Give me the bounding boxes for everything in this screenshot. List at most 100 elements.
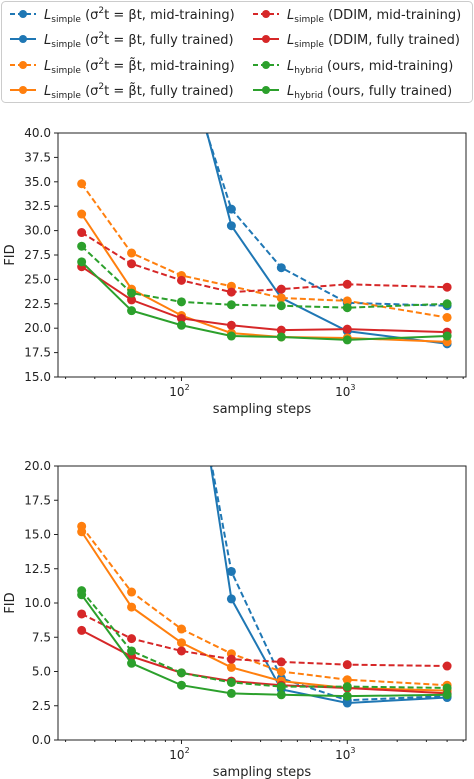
data-point-lhybrid_full: [342, 691, 352, 701]
data-point-lhybrid_mid: [226, 300, 236, 310]
data-point-lsimple_sigma_beta_mid: [226, 566, 236, 576]
data-point-lhybrid_full: [442, 690, 452, 700]
series-line-lsimple_sigma_betatilde_full: [80, 531, 448, 692]
data-point-lhybrid_full: [77, 590, 87, 600]
legend-marker: [19, 61, 27, 69]
data-point-lsimple_ddim_mid: [442, 282, 452, 292]
legend-marker: [262, 86, 270, 94]
plot-area: [77, 133, 452, 349]
legend-item-lsimple_ddim_mid: Lsimple (DDIM, mid-training): [253, 8, 461, 25]
legend-marker: [19, 10, 27, 18]
data-point-lhybrid_full: [342, 335, 352, 345]
data-point-lhybrid_full: [127, 306, 137, 316]
y-tick-label: 30.0: [24, 224, 51, 238]
x-tick-label: 103: [335, 383, 355, 399]
y-tick-label: 20.0: [24, 321, 51, 335]
data-point-lsimple_sigma_betatilde_full: [176, 638, 186, 648]
data-point-lhybrid_full: [276, 332, 286, 342]
data-point-lsimple_sigma_betatilde_full: [127, 602, 137, 612]
data-point-lsimple_ddim_mid: [342, 279, 352, 289]
data-point-lsimple_ddim_mid: [176, 275, 186, 285]
legend-label: Lsimple (σ2t = β̃t, mid-training): [44, 57, 235, 76]
data-point-lsimple_ddim_mid: [127, 259, 137, 269]
y-tick-label: 17.5: [24, 493, 51, 507]
legend-marker: [262, 10, 270, 18]
data-point-lsimple_sigma_betatilde_mid: [77, 179, 87, 189]
data-point-lhybrid_mid: [276, 301, 286, 311]
x-axis-label: sampling steps: [213, 765, 312, 779]
data-point-lsimple_sigma_betatilde_mid: [127, 587, 137, 597]
legend-marker: [19, 86, 27, 94]
legend-item-lhybrid_full: Lhybrid (ours, fully trained): [253, 84, 452, 101]
data-point-lsimple_ddim_full: [127, 295, 137, 305]
legend-label: Lsimple (σ2t = βt, mid-training): [44, 6, 235, 25]
data-point-lhybrid_mid: [127, 646, 137, 656]
data-point-lsimple_sigma_betatilde_mid: [176, 624, 186, 634]
data-point-lsimple_ddim_mid: [342, 660, 352, 670]
data-point-lsimple_ddim_mid: [276, 284, 286, 294]
data-point-lsimple_ddim_mid: [127, 634, 137, 644]
data-point-lhybrid_mid: [226, 677, 236, 687]
data-point-lhybrid_mid: [442, 683, 452, 693]
legend-item-lsimple_sigma_betatilde_mid: Lsimple (σ2t = β̃t, mid-training): [10, 57, 235, 76]
legend-label: Lhybrid (ours, fully trained): [287, 84, 452, 101]
legend: Lsimple (σ2t = βt, mid-training) Lsimple …: [1, 1, 473, 103]
data-point-lhybrid_mid: [127, 288, 137, 298]
data-point-lsimple_ddim_mid: [226, 287, 236, 297]
legend-item-lsimple_sigma_beta_full: Lsimple (σ2t = βt, fully trained): [10, 31, 234, 50]
data-point-lsimple_sigma_beta_full: [342, 698, 352, 708]
axes-frame: [57, 132, 467, 378]
data-point-lhybrid_full: [127, 658, 137, 668]
data-point-lsimple_sigma_betatilde_full: [77, 527, 87, 537]
data-point-lsimple_ddim_mid: [77, 609, 87, 619]
x-axis-label: sampling steps: [213, 402, 312, 417]
series-line-lsimple_ddim_mid: [81, 231, 448, 294]
data-point-lhybrid_mid: [442, 299, 452, 309]
data-point-lsimple_ddim_mid: [442, 661, 452, 671]
data-point-lsimple_sigma_beta_mid: [276, 263, 286, 273]
y-tick-label: 35.0: [24, 175, 51, 189]
fid-chart-top: 15.0 17.5 20.0 22.5 25.0 27.5 30.0 32.5 35.0 37.5…: [3, 126, 467, 417]
series-line-lsimple_sigma_beta_mid: [210, 466, 448, 702]
data-point-lsimple_sigma_betatilde_mid: [276, 667, 286, 676]
data-point-lhybrid_full: [176, 320, 186, 330]
legend-frame: [1, 1, 473, 103]
data-point-lsimple_sigma_betatilde_full: [226, 662, 236, 672]
y-tick-label: 27.5: [24, 248, 51, 262]
y-tick-label: 5.0: [32, 665, 51, 679]
data-point-lhybrid_full: [276, 690, 286, 700]
data-point-lsimple_ddim_mid: [77, 228, 87, 238]
data-point-lhybrid_mid: [77, 241, 87, 251]
legend-label: Lhybrid (ours, mid-training): [287, 59, 453, 76]
x-tick-label: 102: [169, 383, 189, 399]
legend-label: Lsimple (DDIM, fully trained): [287, 33, 460, 50]
data-point-lhybrid_mid: [176, 668, 186, 678]
data-point-lsimple_sigma_beta_full: [226, 221, 236, 231]
data-point-lhybrid_full: [442, 331, 452, 341]
y-tick-label: 15.0: [24, 528, 51, 542]
data-point-lsimple_ddim_mid: [226, 654, 236, 664]
y-tick-label: 7.5: [32, 630, 51, 644]
series-line-lsimple_sigma_betatilde_full: [80, 213, 448, 343]
series-line-lsimple_sigma_betatilde_mid: [80, 183, 448, 319]
legend-label: Lsimple (σ2t = βt, fully trained): [44, 31, 234, 50]
legend-item-lsimple_sigma_betatilde_full: Lsimple (σ2t = β̃t, fully trained): [10, 82, 234, 101]
x-tick-label: 103: [335, 746, 355, 762]
data-point-lsimple_sigma_beta_full: [226, 594, 236, 604]
data-point-lsimple_sigma_betatilde_full: [77, 209, 87, 219]
y-tick-label: 37.5: [24, 150, 51, 164]
legend-item-lhybrid_mid: Lhybrid (ours, mid-training): [253, 59, 453, 76]
y-tick-label: 0.0: [32, 733, 51, 747]
legend-marker: [19, 35, 27, 43]
y-tick-label: 22.5: [24, 297, 51, 311]
data-point-lsimple_sigma_betatilde_mid: [342, 296, 352, 306]
data-point-lhybrid_full: [226, 688, 236, 698]
data-point-lsimple_ddim_mid: [276, 657, 286, 667]
data-point-lhybrid_full: [226, 331, 236, 341]
data-point-lhybrid_mid: [342, 682, 352, 692]
y-tick-label: 15.0: [24, 370, 51, 384]
x-tick-label: 102: [169, 746, 189, 762]
y-tick-label: 17.5: [24, 346, 51, 360]
y-tick-label: 40.0: [24, 126, 51, 140]
